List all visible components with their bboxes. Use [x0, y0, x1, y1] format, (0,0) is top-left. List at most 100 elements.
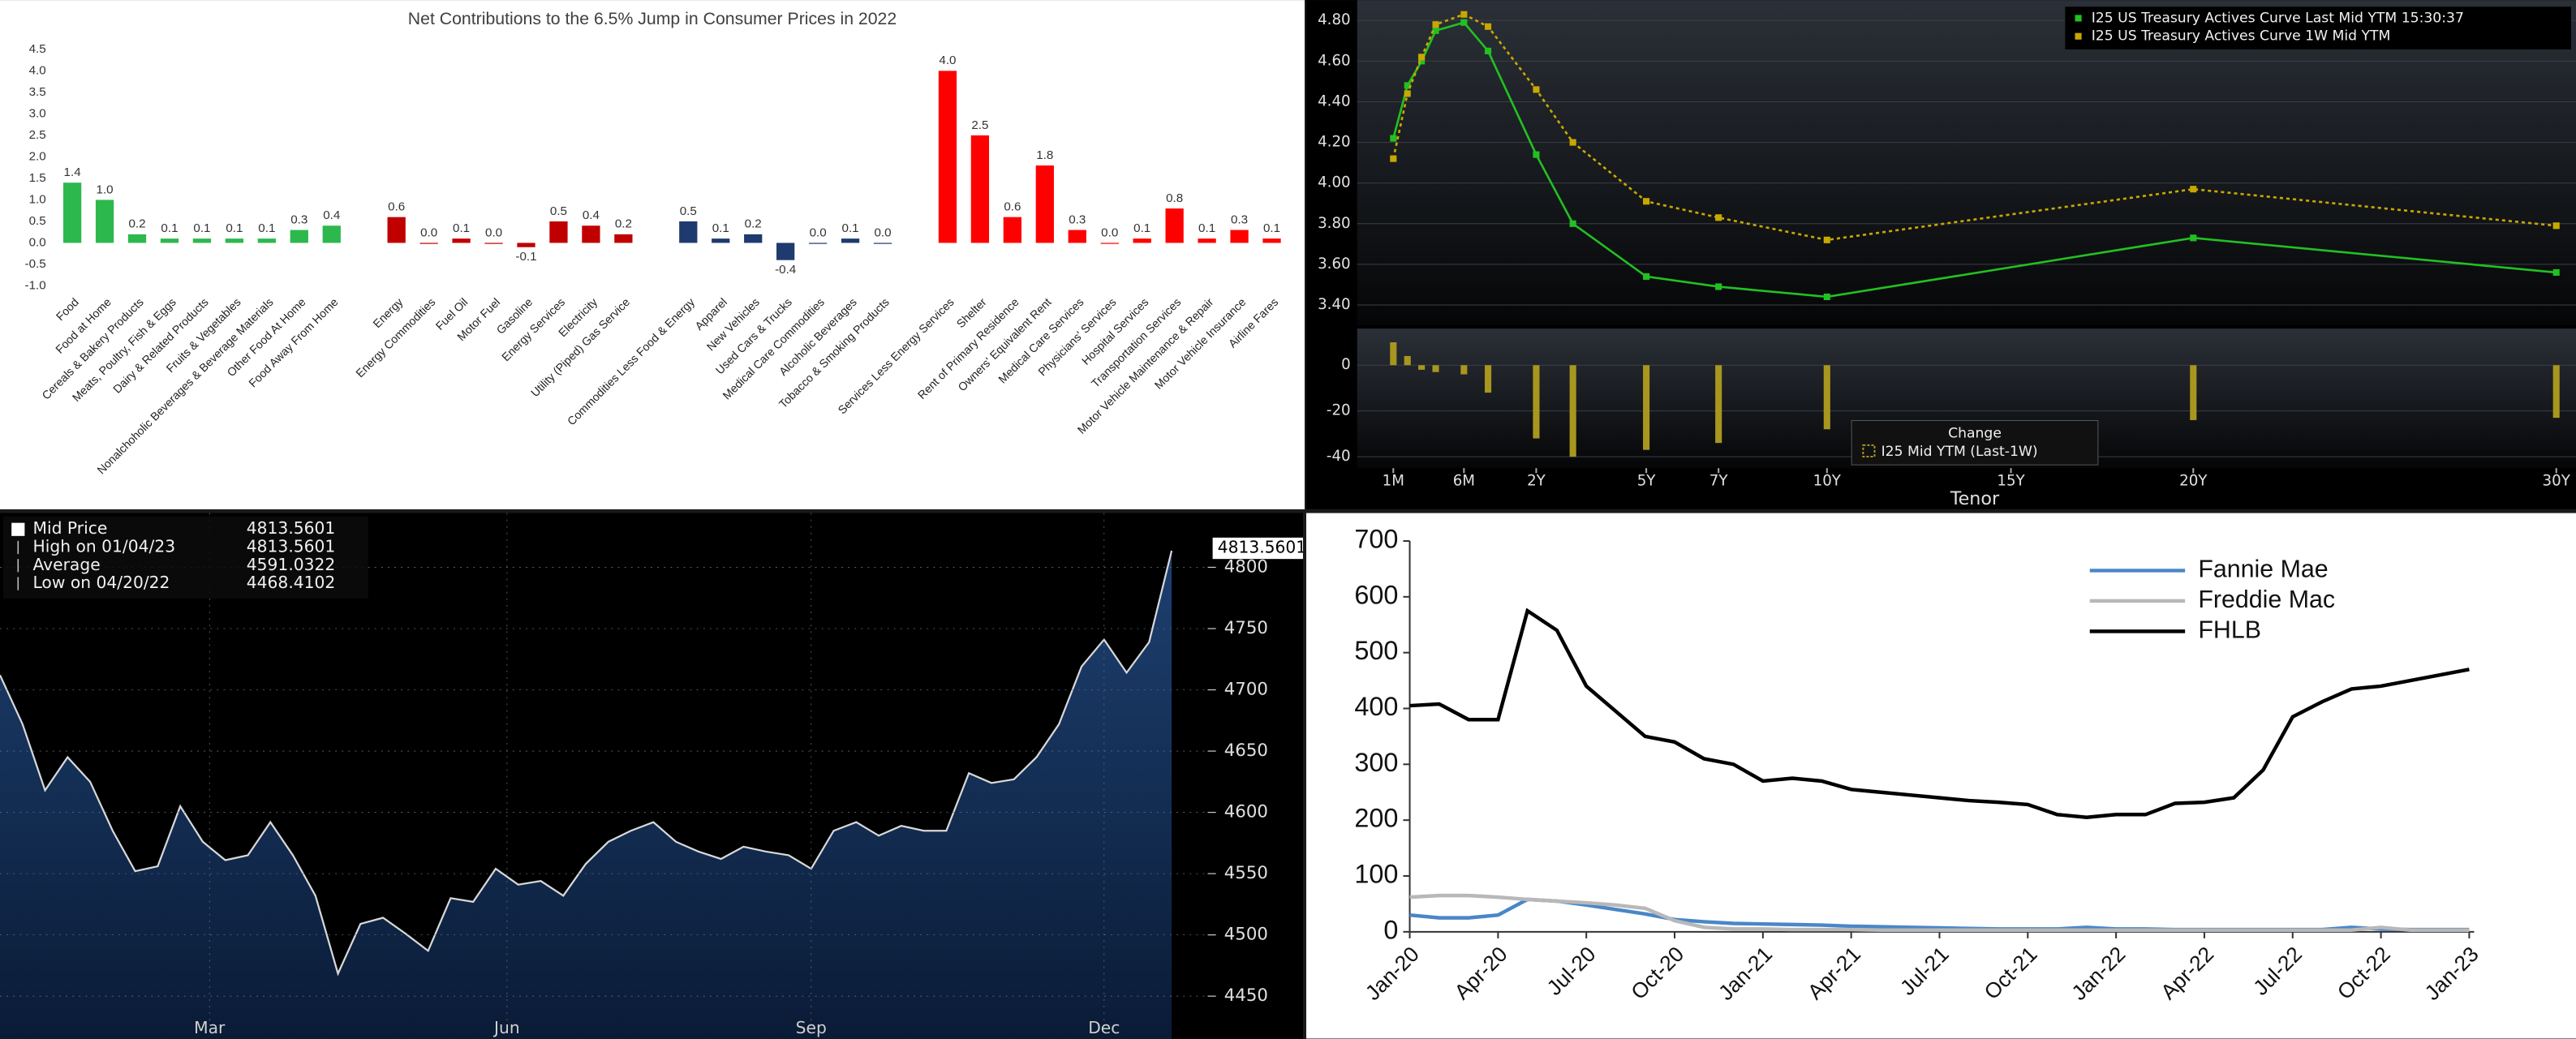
- x-tick-label: 7Y: [1709, 472, 1729, 489]
- y-tick-label: 500: [1354, 636, 1398, 665]
- legend-label: High on 01/04/23: [33, 536, 176, 556]
- marker: [1432, 21, 1439, 28]
- bar: [62, 182, 82, 243]
- bar: [841, 238, 860, 243]
- marker: [2552, 222, 2560, 230]
- y-tick-label: 4500: [1224, 925, 1268, 945]
- value-label: 0.0: [810, 225, 827, 239]
- legend-swatch: [2075, 15, 2082, 22]
- bar: [1404, 355, 1411, 366]
- marker: [1432, 27, 1439, 34]
- y-tick-label: 0: [1341, 356, 1351, 373]
- marker: [1418, 54, 1426, 61]
- value-label: 0.3: [1231, 213, 1248, 226]
- x-tick-label: Jun: [492, 1018, 520, 1037]
- x-tick-label: 30Y: [2543, 472, 2571, 489]
- line: [1409, 608, 2470, 819]
- bar: [744, 234, 763, 243]
- value-label: 0.1: [193, 221, 210, 235]
- x-tick-label: 10Y: [1813, 472, 1842, 489]
- legend-label: Low on 04/20/22: [33, 573, 170, 592]
- value-label: 1.8: [1036, 148, 1053, 162]
- value-label: 1.4: [64, 165, 81, 179]
- y-tick-label: 4550: [1224, 863, 1268, 883]
- bar: [1533, 365, 1540, 439]
- bar: [1133, 238, 1151, 243]
- y-tick-label: 0.0: [29, 235, 46, 249]
- legend-swatch: [2075, 32, 2082, 40]
- y-tick-label: 4.5: [29, 42, 46, 56]
- legend-label: Mid Price: [33, 518, 108, 538]
- value-label: 0.6: [1004, 200, 1021, 214]
- marker: [2190, 186, 2197, 193]
- legend-label: I25 Mid YTM (Last-1W): [1881, 444, 2038, 460]
- value-label: 0.2: [745, 217, 762, 231]
- legend-value: 4813.5601: [247, 536, 336, 556]
- bar: [225, 238, 244, 243]
- legend-label: Fannie Mae: [2198, 556, 2328, 582]
- value-label: 0.6: [388, 200, 405, 214]
- yield-curve-chart: 3.40 3.60 3.80 4.00 4.20 4.40 4.60 4.80 -40 -20 0 1…: [1306, 0, 2576, 509]
- bar: [192, 238, 212, 243]
- bar: [322, 225, 341, 243]
- value-label: 0.1: [161, 221, 178, 235]
- bar: [970, 135, 990, 243]
- value-label: 0.1: [712, 221, 729, 235]
- last-value-box: [1212, 537, 1303, 560]
- value-label: 0.1: [842, 221, 859, 235]
- value-label: 1.0: [97, 182, 114, 196]
- y-tick-label: 3.80: [1318, 215, 1351, 232]
- legend-value: 4813.5601: [247, 518, 336, 538]
- bar: [1643, 365, 1650, 450]
- bar: [549, 221, 568, 243]
- bar: [1418, 365, 1426, 370]
- cpi-chart: Net Contributions to the 6.5% Jump in Co…: [0, 0, 1305, 509]
- line: [1409, 893, 2470, 932]
- y-tick-label: 4800: [1224, 556, 1268, 577]
- bar: [1230, 230, 1249, 243]
- y-tick-label: 4450: [1224, 985, 1268, 1006]
- y-tick-label: 3.0: [29, 106, 46, 120]
- y-tick-label: 300: [1354, 748, 1398, 777]
- bar: [1432, 365, 1439, 372]
- bar: [614, 234, 633, 243]
- bar: [127, 234, 147, 243]
- value-label: -0.4: [775, 263, 796, 277]
- value-label: 0.5: [550, 204, 567, 218]
- bar: [1823, 365, 1830, 430]
- legend-label: I25 US Treasury Actives Curve 1W Mid YTM: [2092, 28, 2391, 45]
- legend-swatch: [11, 522, 25, 536]
- legend-box: [2065, 6, 2571, 49]
- legend-box: [3, 516, 368, 599]
- value-label: 0.0: [420, 225, 437, 239]
- marker: [1390, 155, 1397, 162]
- x-tick-label: Sep: [796, 1018, 827, 1037]
- y-tick-label: 4650: [1224, 741, 1268, 761]
- value-label: 4.0: [939, 54, 956, 67]
- value-label: 0.1: [258, 221, 275, 235]
- y-tick-label: 4.0: [29, 63, 46, 77]
- marker: [1823, 293, 1830, 301]
- bar: [1262, 238, 1281, 243]
- bar: [387, 217, 406, 243]
- y-tick-label: -20: [1327, 402, 1351, 419]
- y-tick-label: 4600: [1224, 802, 1268, 822]
- plot-area: [1357, 0, 2576, 326]
- bar: [776, 243, 795, 260]
- marker: [1460, 11, 1468, 18]
- marker: [1823, 236, 1830, 243]
- area: [0, 550, 1172, 1039]
- marker: [1715, 283, 1722, 290]
- value-label: 0.0: [485, 225, 502, 239]
- x-tick-label: 20Y: [2179, 472, 2208, 489]
- legend-label: FHLB: [2198, 616, 2261, 643]
- marker: [1485, 47, 1492, 54]
- y-tick-label: 1.5: [29, 171, 46, 185]
- y-tick-label: 0.5: [29, 214, 46, 228]
- marker: [1643, 198, 1650, 205]
- bar: [1068, 230, 1086, 243]
- legend-value: 4591.0322: [247, 555, 336, 574]
- line: [0, 550, 1173, 977]
